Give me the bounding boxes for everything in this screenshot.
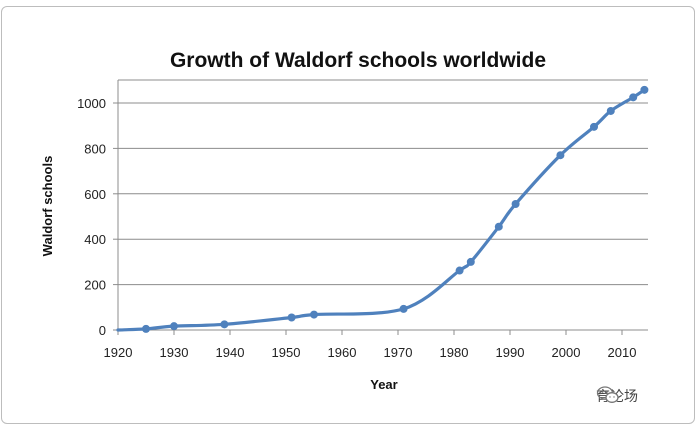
grid xyxy=(118,79,648,286)
x-tick-label-1930: 1930 xyxy=(160,345,189,360)
data-point-2008 xyxy=(606,106,615,115)
data-series xyxy=(116,85,649,333)
data-point-1939 xyxy=(220,320,229,329)
y-axis-title: Waldorf schools xyxy=(40,156,55,257)
x-tick-label-2010: 2010 xyxy=(608,345,637,360)
chart-title: Growth of Waldorf schools worldwide xyxy=(170,49,546,72)
data-point-1951 xyxy=(287,313,296,322)
y-tick-label-0: 0 xyxy=(99,323,106,338)
data-point-1988 xyxy=(494,222,503,231)
x-tick-label-2000: 2000 xyxy=(552,345,581,360)
series-line-0 xyxy=(116,88,646,332)
data-point-1971 xyxy=(399,304,408,313)
y-tick-label-400: 400 xyxy=(84,232,106,247)
x-tick-label-1950: 1950 xyxy=(272,345,301,360)
x-tick-label-1940: 1940 xyxy=(216,345,245,360)
data-point-1925 xyxy=(142,324,150,333)
y-tick-label-1000: 1000 xyxy=(77,96,106,111)
x-tick-label-1990: 1990 xyxy=(496,345,525,360)
data-point-2005 xyxy=(590,122,598,131)
x-axis-title: Year xyxy=(370,377,397,392)
data-point-1981 xyxy=(455,266,464,275)
watermark: 育论场 xyxy=(596,386,638,406)
x-tick-label-1960: 1960 xyxy=(328,345,357,360)
y-tick-label-600: 600 xyxy=(84,187,106,202)
x-tick-label-1970: 1970 xyxy=(384,345,413,360)
data-point-1999 xyxy=(556,151,565,160)
y-tick-labels: 0 200 400 600 800 1000 xyxy=(77,96,106,338)
data-point-1991 xyxy=(511,200,520,209)
data-point-1983 xyxy=(466,257,475,266)
x-tick-label-1980: 1980 xyxy=(440,345,469,360)
axes xyxy=(113,80,648,335)
data-point-1955 xyxy=(310,310,318,319)
data-point-2012 xyxy=(629,93,638,102)
y-tick-label-200: 200 xyxy=(84,278,106,293)
data-point-1930 xyxy=(170,322,178,331)
x-tick-label-1920: 1920 xyxy=(104,345,133,360)
y-tick-label-800: 800 xyxy=(84,141,106,156)
chart-frame xyxy=(1,6,695,424)
data-point-2014 xyxy=(640,85,649,94)
wechat-icon xyxy=(596,386,619,403)
x-tick-labels: 1920 1930 1940 1950 1960 1970 1980 1990 2000 2010 xyxy=(104,345,637,360)
